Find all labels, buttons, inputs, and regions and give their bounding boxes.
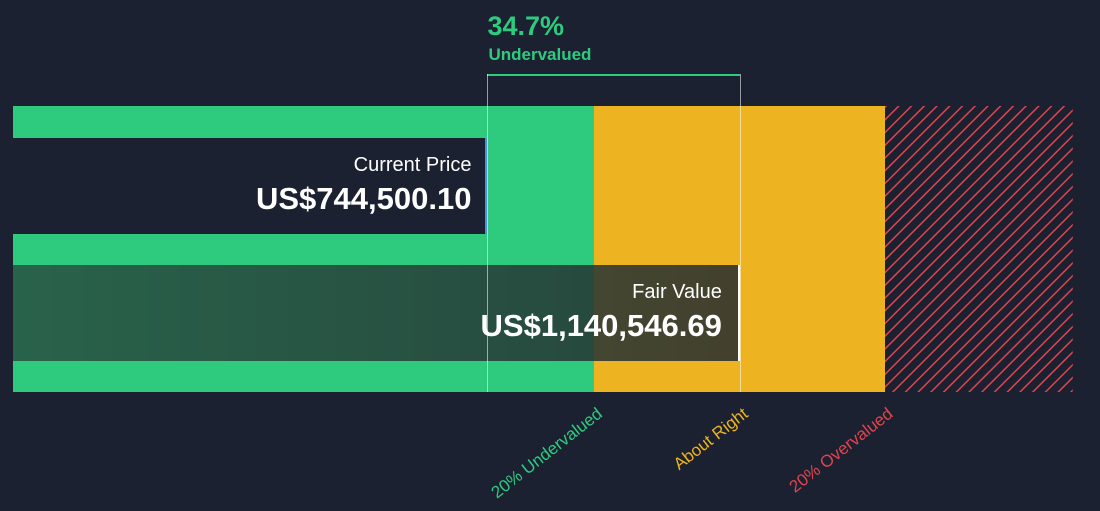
current-price-bar [13,138,488,234]
zone-label-overvalued: 20% Overvalued [785,404,897,497]
fair-value-label: Fair Value US$1,140,546.69 [13,265,722,361]
current-price-edge [485,138,488,234]
zone-label-undervalued: 20% Undervalued [488,404,607,503]
difference-label: Undervalued [488,45,592,64]
difference-bracket-top [487,74,740,76]
overvalued-hatch [885,106,1073,392]
current-price-value: US$744,500.10 [255,181,472,216]
fair-value-caption: Fair Value [632,281,722,303]
difference-percent: 34.7% [487,11,565,41]
fair-value-bar [13,265,740,361]
fair-value-value: US$1,140,546.69 [480,308,722,343]
zone-label-about-right: About Right [669,404,752,474]
difference-bracket-left [487,74,489,392]
difference-bracket-right [739,74,741,392]
current-price-label: Current Price US$744,500.10 [13,138,471,234]
overvalued-zone [885,106,1073,392]
current-price-caption: Current Price [353,154,472,176]
